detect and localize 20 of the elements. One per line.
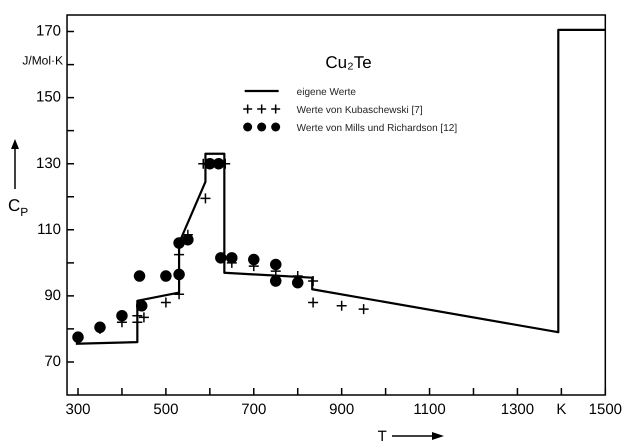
y-tick-label: 130 (36, 154, 62, 172)
legend-label: Werte von Mills und Richardson [12] (296, 123, 458, 134)
text: J/Mol·K (22, 53, 64, 68)
y-tick-label: 110 (37, 220, 62, 238)
x-tick-label: 1100 (413, 401, 446, 418)
x-tick-label: K (556, 401, 566, 418)
x-tick-label: 1300 (500, 401, 534, 418)
legend-label: eigene Werte (296, 87, 356, 98)
x-axis-title: T (378, 428, 387, 445)
x-tick-label: 300 (65, 401, 91, 418)
x-tick-label: 900 (329, 401, 354, 418)
x-tick-label: 500 (153, 401, 178, 418)
legend-label: Werte von Kubaschewski [7] (296, 105, 423, 116)
x-tick-label: 1500 (588, 401, 622, 418)
y-tick-label: 150 (36, 88, 62, 106)
x-tick-label: 700 (241, 401, 266, 418)
y-tick-label: 90 (44, 287, 62, 304)
y-tick-label: 70 (44, 353, 62, 370)
y-tick-label: 170 (36, 22, 62, 40)
text: Cu₂Te (325, 53, 372, 72)
